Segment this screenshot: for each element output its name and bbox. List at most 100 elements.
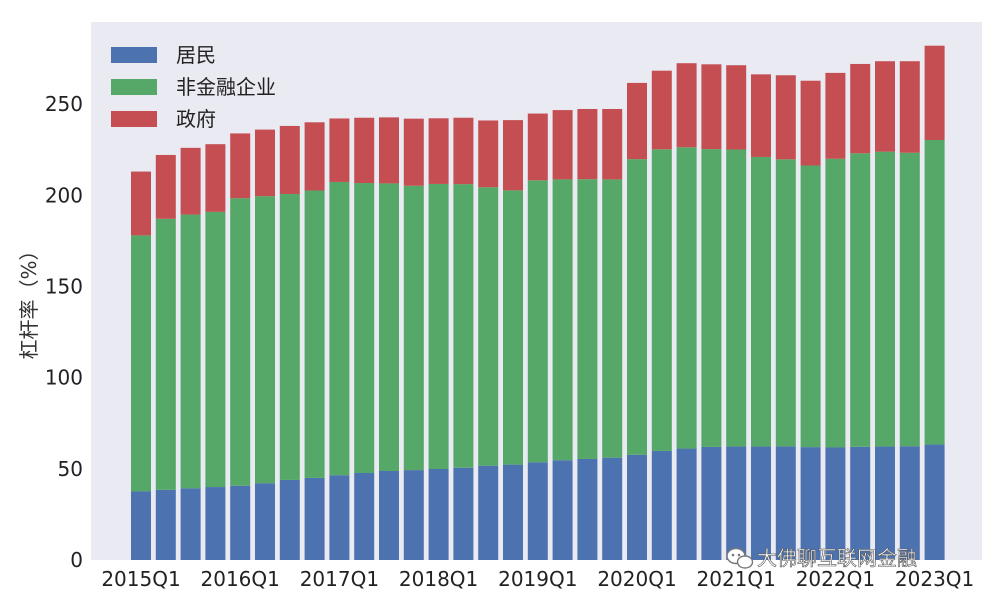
x-tick-label-2019Q1: 2019Q1 [498, 567, 577, 591]
bar-2020Q2-series-0 [651, 450, 672, 560]
x-tick-label-2016Q1: 2016Q1 [201, 567, 280, 591]
bar-2015Q1-series-1 [131, 235, 151, 492]
bar-2022Q4-series-2 [899, 61, 920, 153]
wechat-icon [726, 547, 754, 569]
y-tick-label-250: 250 [45, 92, 83, 116]
bar-2018Q2-series-1 [453, 184, 474, 468]
bar-2020Q4-series-2 [701, 64, 722, 150]
bar-2020Q1-series-1 [627, 159, 647, 455]
bar-2021Q1-series-0 [726, 446, 747, 560]
bar-2015Q4-series-0 [205, 487, 226, 560]
bar-2015Q1-series-0 [131, 491, 151, 560]
x-axis-ticks: 2015Q1 2016Q1 2017Q1 2018Q1 2019Q1 2020Q1 2021… [101, 567, 974, 591]
x-tick-label-2022Q1: 2022Q1 [796, 567, 875, 591]
bar-2017Q1-series-2 [329, 118, 350, 182]
bar-2022Q2-series-1 [850, 153, 871, 447]
bar-2015Q3-series-2 [180, 147, 201, 215]
x-tick-label-2015Q1: 2015Q1 [101, 567, 180, 591]
bar-2017Q4-series-2 [403, 118, 424, 186]
bar-2021Q2-series-0 [751, 446, 771, 560]
bar-2020Q3-series-2 [676, 63, 697, 148]
bar-2022Q3-series-0 [875, 446, 895, 560]
y-axis-ticks: 0 50 100 150 200 250 [45, 92, 83, 572]
bar-2021Q4-series-1 [800, 165, 821, 448]
x-tick-label-2023Q1: 2023Q1 [895, 567, 974, 591]
bar-2021Q3-series-2 [775, 75, 796, 160]
bar-2016Q3-series-1 [279, 193, 300, 480]
bar-2017Q4-series-1 [403, 185, 424, 471]
legend-label-0: 居民 [176, 43, 216, 67]
bar-2021Q3-series-1 [775, 159, 796, 447]
bar-2018Q3-series-0 [478, 465, 499, 560]
bar-2018Q3-series-1 [478, 187, 499, 466]
bar-2017Q3-series-2 [379, 117, 399, 184]
watermark: 大佛聊互联网金融 [726, 546, 917, 570]
y-tick-label-0: 0 [70, 548, 83, 572]
bar-2022Q4-series-1 [899, 152, 920, 447]
bar-2019Q4-series-0 [602, 457, 623, 560]
bar-2019Q1-series-0 [527, 462, 548, 560]
bar-2020Q1-series-0 [627, 454, 647, 560]
bar-2023Q1-series-0 [924, 444, 945, 560]
bar-2017Q1-series-1 [329, 181, 350, 476]
bar-2018Q4-series-1 [503, 190, 523, 465]
bar-2019Q1-series-1 [527, 180, 548, 463]
bar-2020Q2-series-2 [651, 70, 672, 150]
bar-2022Q1-series-1 [825, 158, 846, 448]
bar-2018Q4-series-0 [503, 464, 523, 560]
bar-2017Q2-series-2 [354, 117, 375, 184]
bar-2016Q2-series-0 [255, 483, 275, 560]
bar-2016Q2-series-2 [255, 129, 275, 197]
bar-2022Q1-series-0 [825, 447, 846, 560]
bar-2018Q2-series-0 [453, 467, 474, 560]
bar-2019Q4-series-1 [602, 179, 623, 458]
bar-2022Q2-series-2 [850, 63, 871, 154]
bar-2016Q4-series-2 [304, 122, 325, 191]
bar-2016Q2-series-1 [255, 196, 275, 484]
bar-2015Q3-series-1 [180, 214, 201, 489]
bar-2020Q1-series-2 [627, 82, 647, 160]
legend-label-1: 非金融企业 [176, 75, 276, 99]
bar-2019Q2-series-2 [552, 110, 573, 180]
bar-2020Q2-series-1 [651, 149, 672, 451]
bar-2022Q4-series-0 [899, 446, 920, 560]
bar-2021Q1-series-1 [726, 149, 747, 447]
bar-2016Q4-series-0 [304, 477, 325, 560]
y-tick-label-150: 150 [45, 274, 83, 298]
bar-2016Q4-series-1 [304, 190, 325, 478]
bar-2022Q3-series-2 [875, 61, 895, 152]
bar-2017Q1-series-0 [329, 475, 350, 560]
bar-2021Q4-series-2 [800, 80, 821, 166]
bar-2018Q3-series-2 [478, 120, 499, 188]
bar-2015Q2-series-1 [155, 218, 176, 490]
watermark-text: 大佛聊互联网金融 [757, 546, 917, 570]
x-tick-label-2020Q1: 2020Q1 [597, 567, 676, 591]
bar-2016Q1-series-0 [230, 485, 251, 560]
bar-2015Q2-series-2 [155, 154, 176, 219]
bar-2015Q2-series-0 [155, 489, 176, 560]
x-tick-label-2018Q1: 2018Q1 [399, 567, 478, 591]
bar-2020Q3-series-1 [676, 147, 697, 449]
bar-2022Q2-series-0 [850, 446, 871, 560]
bar-2017Q3-series-0 [379, 471, 399, 560]
bar-2023Q1-series-1 [924, 140, 945, 445]
bars-group [131, 45, 945, 560]
bar-2017Q3-series-1 [379, 183, 399, 471]
bar-2016Q3-series-2 [279, 125, 300, 194]
legend-swatch-2 [111, 111, 157, 127]
bar-2017Q4-series-0 [403, 470, 424, 560]
bar-2020Q4-series-0 [701, 446, 722, 560]
y-axis-label: 杠杆率（%） [17, 240, 41, 359]
legend-swatch-0 [111, 47, 157, 63]
bar-2015Q3-series-0 [180, 488, 201, 560]
bar-2015Q4-series-1 [205, 211, 226, 488]
bar-2019Q2-series-1 [552, 179, 573, 461]
bar-2018Q2-series-2 [453, 117, 474, 185]
bar-2020Q4-series-1 [701, 149, 722, 447]
bar-2021Q1-series-2 [726, 65, 747, 150]
bar-2016Q3-series-0 [279, 479, 300, 560]
bar-2019Q3-series-2 [577, 108, 598, 180]
bar-2023Q1-series-2 [924, 45, 945, 140]
